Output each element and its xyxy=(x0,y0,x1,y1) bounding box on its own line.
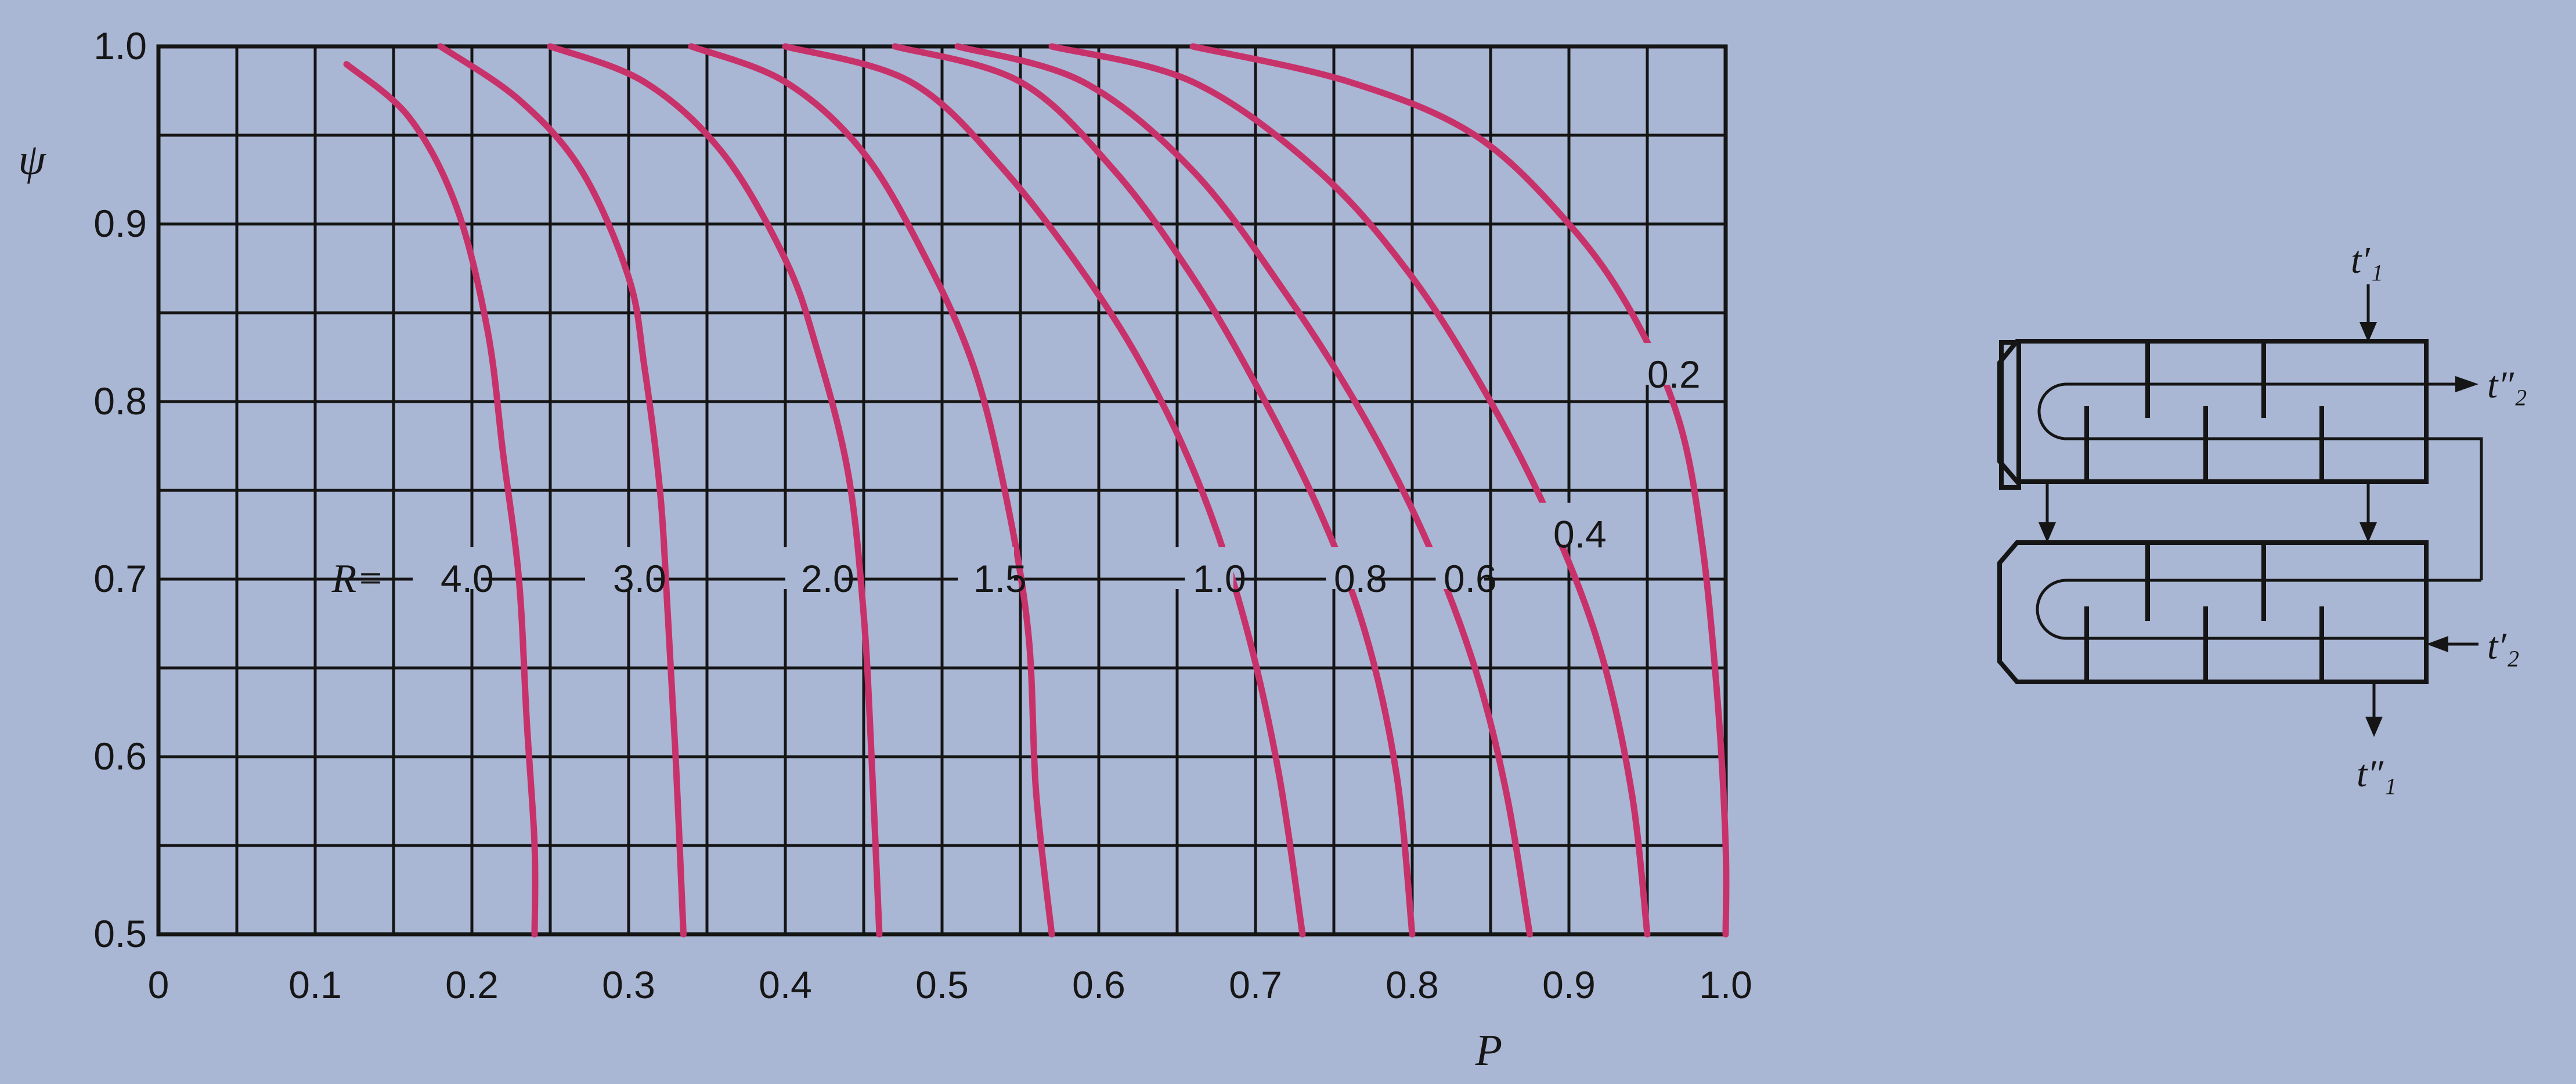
heat-exchanger-diagram: t′₁ t″₂ t′₂ t″₁ xyxy=(1997,239,2527,795)
curve-labels: R= 4.0 3.0 2.0 1.5 1.0 0.8 0.6 0.4 0.2 xyxy=(331,343,1701,601)
upper-tube xyxy=(2037,382,2483,580)
x-tick-label: 0.9 xyxy=(1542,963,1596,1006)
curve-label-bg xyxy=(946,547,1014,589)
curve-label-bg xyxy=(1165,547,1233,589)
x-tick-label: 0.7 xyxy=(1229,963,1282,1006)
shell-connection-arrows xyxy=(2039,482,2377,543)
upper-baffles xyxy=(2084,341,2324,482)
curve-R-2.0 xyxy=(547,43,883,938)
x-tick-label: 1.0 xyxy=(1699,963,1752,1006)
curve-R-0.8 xyxy=(892,43,1416,938)
curve-R-4.0 xyxy=(343,61,539,938)
curve-R-1.5 xyxy=(688,43,1055,938)
x-tick-labels: 0 0.1 0.2 0.3 0.4 0.5 0.6 0.7 0.8 0.9 1.0 xyxy=(148,963,1752,1006)
curve-label-R-0.2: 0.2 xyxy=(1647,353,1701,396)
curve-label-bg xyxy=(1416,547,1484,589)
t1-inlet-label: t′₁ xyxy=(2351,239,2383,281)
x-tick-label: 0.5 xyxy=(915,963,969,1006)
t1-outlet-label: t″₁ xyxy=(2357,753,2397,795)
curve-label-bg xyxy=(1306,547,1374,589)
y-tick-labels: 0.5 0.6 0.7 0.8 0.9 1.0 xyxy=(93,24,147,955)
y-axis-label: ψ xyxy=(18,135,46,184)
plot-frame xyxy=(156,44,1728,937)
y-tick-label: 1.0 xyxy=(93,24,147,67)
t2-outlet-arrow xyxy=(2426,376,2478,392)
t1-outlet-arrow xyxy=(2365,682,2383,737)
x-tick-label: 0.3 xyxy=(602,963,655,1006)
t2-inlet-arrow xyxy=(2426,636,2478,652)
t1-inlet-arrow xyxy=(2359,284,2377,342)
chart-plot: R= 4.0 3.0 2.0 1.5 1.0 0.8 0.6 0.4 0.2 0 0.1 0.2 0.3… xyxy=(18,24,1752,1075)
t2-outlet-label: t″₂ xyxy=(2487,364,2527,406)
curve-label-R-4.0: 4.0 xyxy=(441,557,494,600)
x-tick-label: 0.8 xyxy=(1386,963,1439,1006)
grid xyxy=(158,46,1726,934)
x-axis-label: P xyxy=(1475,1026,1502,1075)
x-tick-label: 0 xyxy=(148,963,169,1006)
y-tick-label: 0.5 xyxy=(93,912,147,955)
curve-R-0.4 xyxy=(1048,43,1651,938)
curve-label-bg xyxy=(773,547,842,589)
x-tick-label: 0.2 xyxy=(445,963,499,1006)
curve-label-bg xyxy=(585,547,654,589)
x-tick-label: 0.1 xyxy=(288,963,342,1006)
lower-tube xyxy=(2036,579,2481,640)
curve-label-R-0.4: 0.4 xyxy=(1553,513,1607,556)
x-tick-label: 0.6 xyxy=(1072,963,1125,1006)
t2-inlet-label: t′₂ xyxy=(2487,625,2520,667)
curve-label-R-0.6: 0.6 xyxy=(1444,557,1497,600)
curve-label-bg xyxy=(1619,343,1688,385)
lower-shell-outline xyxy=(1997,540,2429,684)
y-tick-label: 0.7 xyxy=(93,557,147,600)
y-tick-label: 0.8 xyxy=(93,380,147,422)
curve-label-R-0.8: 0.8 xyxy=(1334,557,1387,600)
lower-baffles xyxy=(2084,543,2324,682)
upper-shell-outline xyxy=(1997,339,2429,484)
y-tick-label: 0.9 xyxy=(93,202,147,245)
curve-R-1.0 xyxy=(782,43,1306,938)
curve-label-R-1.5: 1.5 xyxy=(973,557,1027,600)
curve-R-3.0 xyxy=(437,43,687,938)
curve-label-bg xyxy=(413,547,481,589)
y-tick-label: 0.6 xyxy=(93,735,147,778)
curve-label-R-1.0: 1.0 xyxy=(1193,557,1246,600)
curve-label-prefix: R= xyxy=(331,557,384,601)
curve-label-R-3.0: 3.0 xyxy=(613,557,666,600)
x-tick-label: 0.4 xyxy=(759,963,812,1006)
curve-label-R-2.0: 2.0 xyxy=(801,557,854,600)
curve-label-bg xyxy=(1525,503,1594,545)
curve-R-0.6 xyxy=(954,43,1533,938)
